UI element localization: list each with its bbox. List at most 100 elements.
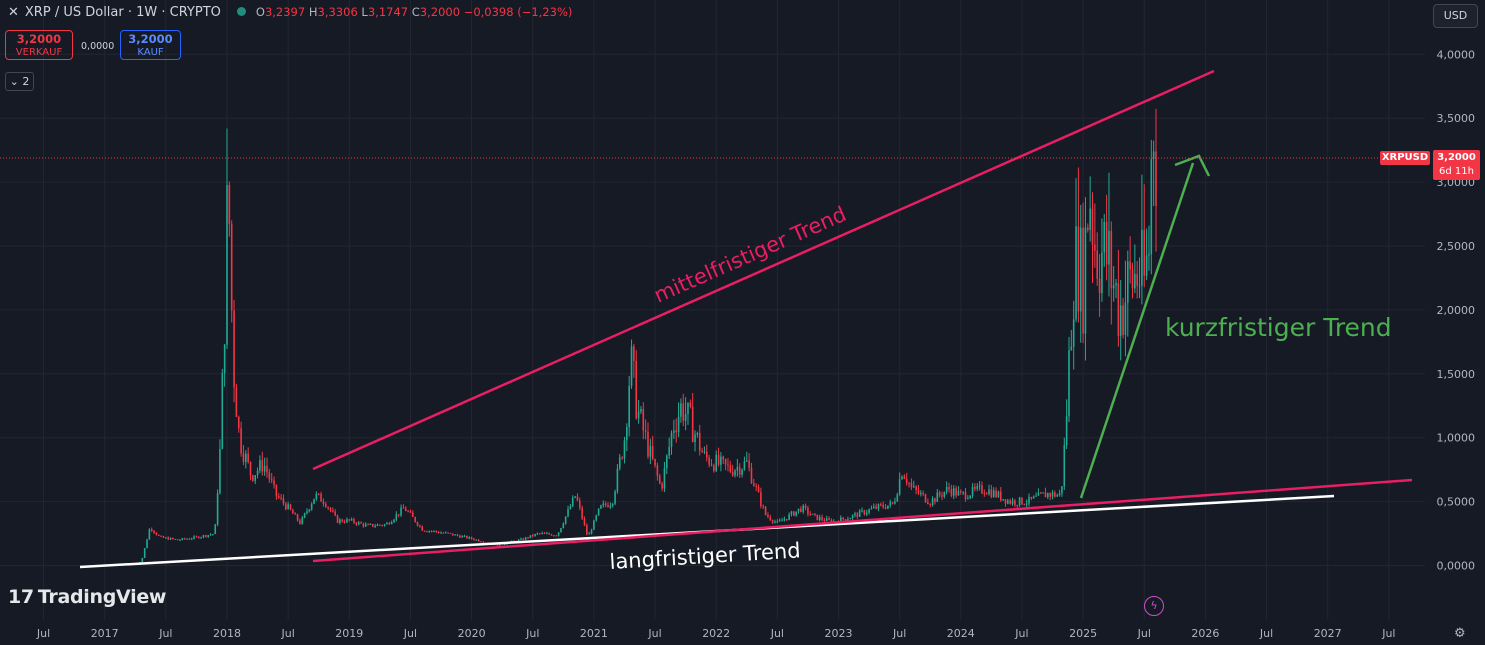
- collapse-indicators-button[interactable]: ⌄ 2: [5, 72, 34, 91]
- candle-body: [863, 510, 866, 515]
- candle-body: [313, 498, 315, 504]
- candle-body: [960, 491, 962, 493]
- buy-button[interactable]: 3,2000 KAUF: [120, 30, 181, 60]
- y-tick-label: 0,5000: [1437, 496, 1476, 509]
- candle-body: [623, 440, 626, 459]
- x-tick-label: 2023: [825, 627, 853, 640]
- y-tick-label: 2,5000: [1437, 240, 1476, 253]
- candle-body: [872, 506, 875, 509]
- candle-body: [150, 529, 153, 531]
- sell-button[interactable]: 3,2000 VERKAUF: [5, 30, 73, 60]
- candle-body: [1096, 250, 1099, 279]
- candle-body: [611, 503, 614, 506]
- candle-body: [188, 538, 191, 540]
- candle-body: [421, 526, 424, 531]
- candle-body: [407, 511, 409, 513]
- candle-body: [943, 491, 946, 497]
- candle-body: [757, 486, 760, 493]
- candle-body: [324, 503, 327, 508]
- candle-body: [143, 548, 146, 558]
- candle-body: [583, 518, 586, 525]
- candle-body: [771, 520, 774, 523]
- candle-body: [332, 510, 334, 512]
- x-tick-label: Jul: [892, 627, 906, 640]
- candle-body: [430, 531, 433, 533]
- buy-label: KAUF: [137, 47, 164, 58]
- candle-body: [503, 544, 506, 546]
- candle-body: [564, 516, 567, 524]
- candle-body: [802, 505, 805, 512]
- candle-body: [1065, 416, 1068, 446]
- candle-body: [209, 534, 212, 536]
- candle-body: [722, 456, 725, 460]
- candle-body: [353, 519, 355, 523]
- candle-body: [1063, 445, 1066, 487]
- x-tick-label: Jul: [1137, 627, 1151, 640]
- candle-body: [677, 416, 680, 433]
- close-icon[interactable]: ✕: [8, 5, 19, 20]
- candle-body: [630, 346, 633, 387]
- gear-icon[interactable]: ⚙: [1454, 626, 1466, 641]
- candle-body: [576, 496, 579, 501]
- candle-body: [527, 537, 529, 539]
- y-tick-label: 2,0000: [1437, 304, 1476, 317]
- y-tick-label: 1,5000: [1437, 368, 1476, 381]
- mid-trend-label: mittelfristiger Trend: [650, 202, 849, 308]
- candle-body: [560, 528, 562, 533]
- candle-body: [404, 508, 407, 512]
- y-tick-label: 4,0000: [1437, 48, 1476, 61]
- candle-body: [981, 485, 983, 494]
- candle-body: [1145, 255, 1148, 276]
- candle-body: [240, 428, 242, 454]
- candle-body: [1023, 504, 1026, 506]
- candle-body: [567, 509, 569, 517]
- candle-body: [202, 535, 205, 538]
- candle-body: [640, 409, 642, 412]
- candle-body: [974, 486, 976, 489]
- tradingview-logo[interactable]: 17 TradingView: [8, 586, 167, 608]
- currency-select[interactable]: USD: [1433, 4, 1478, 28]
- candle-body: [466, 535, 468, 539]
- candle-body: [237, 417, 240, 429]
- candle-body: [731, 471, 734, 476]
- candle-body: [440, 532, 442, 534]
- candle-body: [317, 493, 320, 495]
- candle-body: [682, 403, 685, 421]
- candle-body: [426, 531, 428, 533]
- candle-body: [1115, 283, 1117, 286]
- candle-body: [1098, 278, 1101, 294]
- candle-body: [748, 460, 750, 468]
- candle-body: [656, 465, 659, 476]
- flash-icon[interactable]: ϟ: [1144, 596, 1164, 616]
- candle-body: [1049, 493, 1051, 497]
- candle-body: [995, 490, 997, 497]
- candle-body: [569, 506, 572, 510]
- x-tick-label: 2022: [702, 627, 730, 640]
- candle-body: [908, 483, 910, 485]
- candle-body: [793, 511, 795, 516]
- candle-body: [524, 537, 527, 540]
- candle-body: [882, 504, 884, 508]
- candle-body: [713, 465, 715, 471]
- candle-body: [823, 519, 826, 522]
- candle-body: [861, 510, 863, 512]
- candle-body: [865, 512, 868, 515]
- y-tick-label: 1,0000: [1437, 432, 1476, 445]
- candle-body: [280, 497, 282, 499]
- x-tick-label: Jul: [403, 627, 417, 640]
- x-tick-label: 2017: [91, 627, 119, 640]
- candle-body: [190, 538, 193, 540]
- candle-body: [181, 538, 184, 540]
- candle-body: [1079, 227, 1082, 312]
- candle-body: [828, 518, 830, 520]
- mid-trend-line: [312, 69, 1215, 471]
- candle-body: [557, 532, 560, 536]
- candle-body: [701, 450, 703, 453]
- symbol-title[interactable]: XRP / US Dollar · 1W · CRYPTO: [24, 5, 221, 20]
- candle-body: [1047, 493, 1049, 498]
- candle-body: [360, 522, 362, 524]
- candle-body: [468, 537, 471, 539]
- x-tick-label: 2020: [458, 627, 486, 640]
- candle-body: [1122, 305, 1124, 335]
